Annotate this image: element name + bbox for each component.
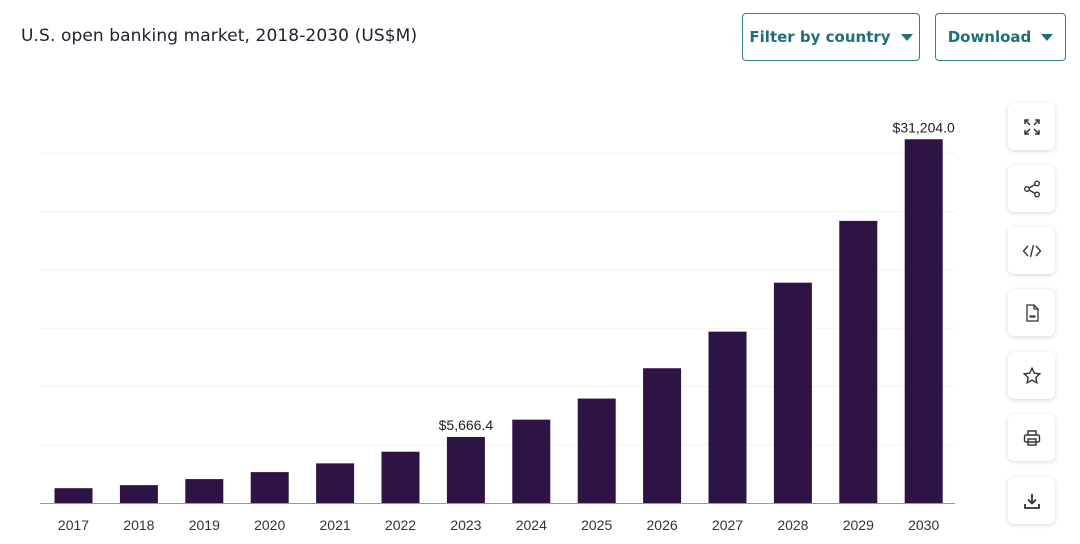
bar-2020 [250,472,289,503]
x-tick-label: 2023 [450,517,481,533]
download-dropdown-button[interactable]: Download [935,13,1066,61]
bar-2030 [904,139,943,503]
data-label: $31,204.0 [893,119,955,135]
share-button[interactable] [1008,165,1055,212]
filter-by-country-button[interactable]: Filter by country [742,13,920,61]
caret-down-icon [900,33,913,41]
bar-2028 [773,282,812,503]
x-tick-label: 2027 [712,517,743,533]
xls-file-icon [1025,303,1039,322]
x-tick-label: 2020 [254,517,285,533]
caret-down-icon [1041,33,1054,41]
x-tick-label: 2019 [189,517,220,533]
chart-title: U.S. open banking market, 2018-2030 (US$… [21,26,418,46]
download-label: Download [947,28,1032,46]
x-tick-label: 2026 [647,517,678,533]
embed-code-icon [1022,244,1041,257]
bar-2025 [577,398,616,503]
bar-2022 [381,451,420,503]
x-tick-label: 2025 [581,517,612,533]
x-tick-label: 2017 [58,517,89,533]
print-button[interactable] [1008,414,1055,461]
bar-2017 [54,488,93,503]
bar-2021 [316,463,355,503]
x-tick-label: 2030 [908,517,939,533]
download-icon [1023,493,1040,509]
bar-2024 [512,419,551,503]
bar-2029 [839,220,878,503]
bar-2018 [119,485,158,503]
x-tick-label: 2018 [123,517,154,533]
x-tick-label: 2024 [516,517,547,533]
embed-button[interactable] [1008,227,1055,274]
bar-2027 [708,331,747,503]
print-icon [1023,429,1040,446]
star-icon [1022,366,1041,384]
bar-2019 [185,479,224,503]
x-tick-label: 2021 [320,517,351,533]
bar-chart: 2017 2018 2019 2020 2021 2022 2023 $5,666.4 2024… [40,119,955,533]
favorite-button[interactable] [1008,352,1055,399]
expand-button[interactable] [1008,103,1055,150]
filter-by-country-label: Filter by country [749,28,891,46]
bar-2026 [643,368,682,503]
x-tick-label: 2028 [777,517,808,533]
bar-2023 [446,436,485,503]
x-tick-label: 2022 [385,517,416,533]
share-icon [1023,180,1040,197]
data-label: $5,666.4 [439,417,494,433]
expand-icon [1023,118,1040,135]
download-button[interactable] [1008,477,1055,524]
export-xls-button[interactable] [1008,289,1055,336]
x-tick-label: 2029 [843,517,874,533]
